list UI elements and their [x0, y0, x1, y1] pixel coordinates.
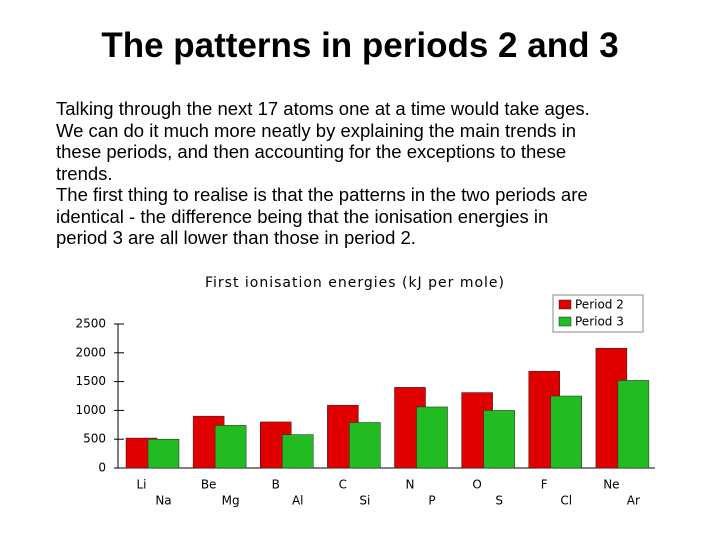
y-tick-label: 0 [98, 461, 106, 475]
text-line: period 3 are all lower than those in per… [56, 227, 416, 248]
text-line: The first thing to realise is that the p… [56, 184, 588, 205]
y-tick-label: 1000 [75, 403, 106, 417]
legend-swatch [558, 316, 572, 327]
bar [282, 434, 314, 469]
x-tick-label: Li [136, 478, 146, 492]
bar [483, 410, 515, 469]
x-tick-label: Na [155, 494, 171, 508]
y-tick-label: 500 [83, 432, 106, 446]
bar [617, 380, 650, 469]
text-line: trends. [56, 162, 113, 184]
slide-text: Talking through the next 17 atoms one at… [56, 98, 590, 249]
x-tick-label: Be [201, 478, 217, 492]
chart-title: First ionisation energies (kJ per mole) [205, 275, 505, 291]
text-line: We can do it much more neatly by explain… [56, 119, 576, 141]
x-tick-label: P [428, 494, 435, 508]
text-line: Talking through the next 17 atoms one at… [56, 98, 590, 119]
legend-label: Period 3 [575, 315, 624, 329]
x-tick-label: Mg [222, 494, 240, 508]
x-tick-label: Ne [603, 478, 619, 492]
bar [147, 438, 180, 469]
legend-swatch [558, 299, 572, 310]
x-tick-label: O [472, 478, 481, 492]
x-tick-label: B [272, 478, 280, 492]
x-tick-label: Al [292, 494, 304, 508]
text-line: these periods, and then accounting for t… [56, 141, 567, 162]
x-tick-label: Ar [627, 494, 640, 508]
bar [416, 406, 448, 469]
text-line: identical - the difference being that th… [56, 205, 549, 227]
x-tick-label: Cl [560, 494, 572, 508]
legend-label: Period 2 [575, 298, 624, 312]
y-tick-label: 2000 [75, 345, 106, 359]
x-tick-label: Si [359, 494, 370, 508]
x-tick-label: S [495, 494, 503, 508]
x-tick-label: N [406, 478, 415, 492]
slide-title: The patterns in periods 2 and 3 [101, 26, 619, 65]
x-tick-label: F [541, 478, 548, 492]
y-tick-label: 2500 [75, 317, 106, 331]
x-tick-label: C [339, 478, 347, 492]
bar [214, 425, 247, 469]
bar [550, 395, 582, 469]
bar [349, 422, 381, 469]
y-tick-label: 1500 [75, 374, 106, 388]
